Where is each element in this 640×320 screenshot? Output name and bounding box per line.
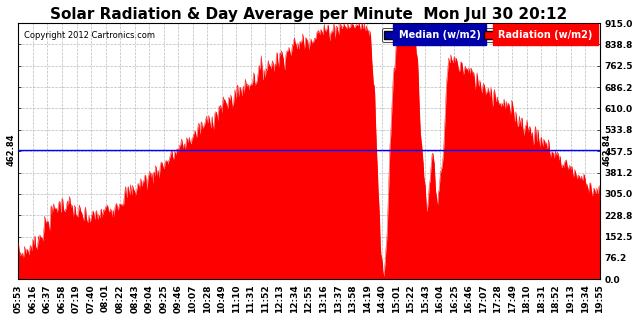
Title: Solar Radiation & Day Average per Minute  Mon Jul 30 20:12: Solar Radiation & Day Average per Minute…	[51, 7, 568, 22]
Legend: Median (w/m2), Radiation (w/m2): Median (w/m2), Radiation (w/m2)	[383, 28, 595, 42]
Text: Copyright 2012 Cartronics.com: Copyright 2012 Cartronics.com	[24, 31, 156, 40]
Text: 462.84: 462.84	[602, 133, 611, 166]
Text: 462.84: 462.84	[6, 133, 15, 166]
